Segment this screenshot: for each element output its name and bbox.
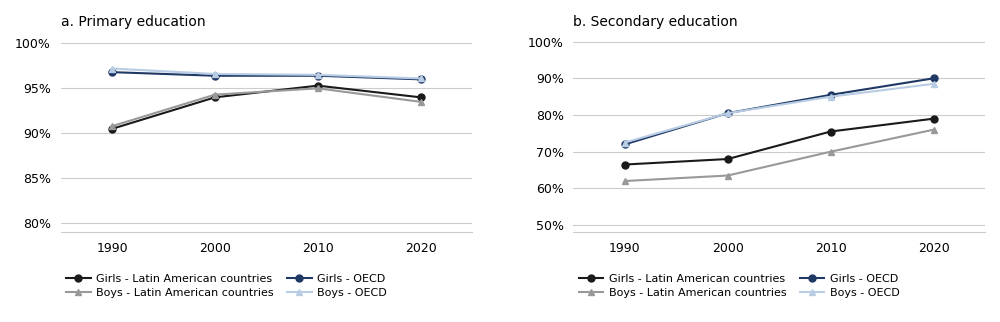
Text: b. Secondary education: b. Secondary education	[573, 15, 738, 29]
Legend: Girls - Latin American countries, Boys - Latin American countries, Girls - OECD,: Girls - Latin American countries, Boys -…	[66, 274, 387, 298]
Text: a. Primary education: a. Primary education	[61, 15, 205, 29]
Legend: Girls - Latin American countries, Boys - Latin American countries, Girls - OECD,: Girls - Latin American countries, Boys -…	[579, 274, 900, 298]
